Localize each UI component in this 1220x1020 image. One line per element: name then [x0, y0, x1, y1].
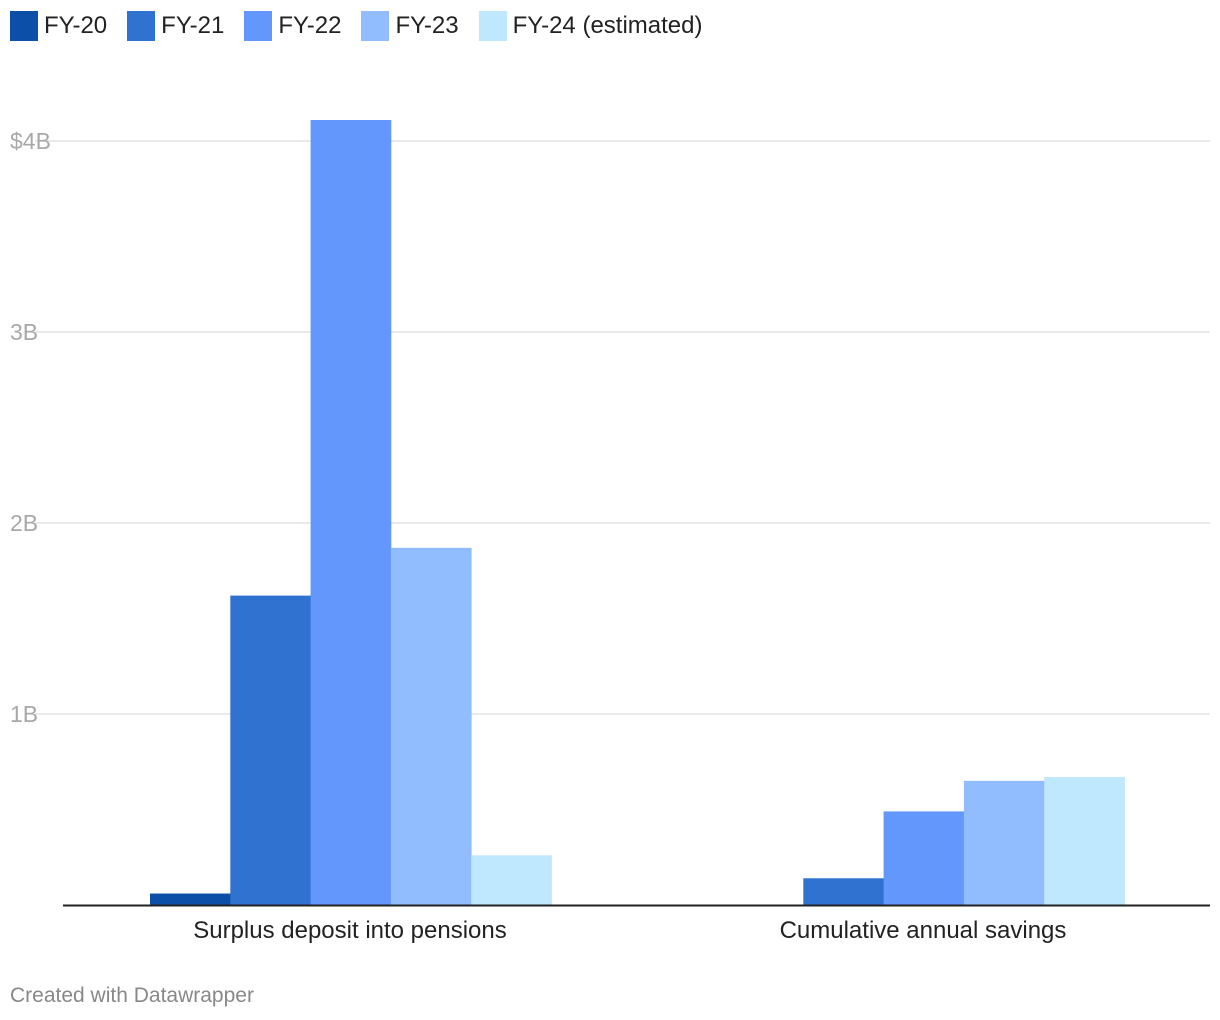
y-tick-label: 1B [10, 701, 38, 727]
legend-item-fy-20: FY-20 [10, 11, 107, 41]
legend-label: FY-24 (estimated) [512, 12, 703, 39]
credit-footer: Created with Datawrapper [10, 984, 254, 1007]
legend-item-fy-22: FY-22 [244, 11, 341, 41]
legend-swatch [10, 11, 38, 41]
legend-item-fy-23: FY-23 [361, 11, 459, 41]
legend-item-fy-24-estimated: FY-24 (estimated) [478, 11, 703, 41]
legend-item-fy-21: FY-21 [127, 11, 224, 41]
legend-label: FY-23 [395, 12, 459, 39]
legend-label: FY-20 [44, 12, 108, 39]
y-tick-label: $4B [10, 128, 51, 154]
bar-fy-24-estimated-cumulative-savings [1044, 777, 1125, 905]
bar-fy-24-estimated-surplus-deposit [471, 855, 552, 905]
x-category-label: Cumulative annual savings [780, 917, 1067, 944]
bar-fy-23-surplus-deposit [390, 547, 472, 905]
legend-swatch [478, 11, 507, 41]
bar-fy-21-cumulative-savings [803, 878, 884, 905]
legend-swatch [127, 11, 156, 41]
y-tick-label: 2B [10, 510, 38, 536]
x-category-label: Surplus deposit into pensions [193, 917, 507, 944]
bar-fy-20-surplus-deposit [150, 893, 231, 905]
bar-fy-22-cumulative-savings [883, 811, 965, 905]
y-tick-label: 3B [10, 319, 38, 345]
legend-swatch [361, 11, 390, 41]
bar-fy-21-surplus-deposit [230, 595, 311, 905]
legend-label: FY-22 [278, 12, 342, 39]
bar-fy-23-cumulative-savings [963, 780, 1045, 905]
chart-legend: FY-20 FY-21 FY-22 FY-23 FY-24 (estimated) [10, 10, 722, 42]
bar-fy-22-surplus-deposit [310, 119, 392, 906]
legend-label: FY-21 [161, 12, 225, 39]
legend-swatch [244, 11, 273, 41]
